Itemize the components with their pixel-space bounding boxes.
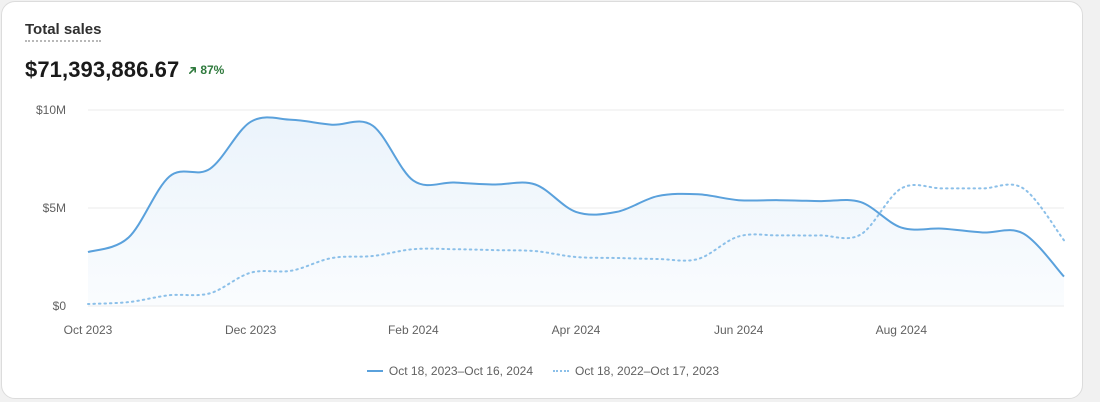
legend-item-previous[interactable]: Oct 18, 2022–Oct 17, 2023	[553, 364, 719, 378]
y-tick-label-1: $5M	[43, 201, 66, 215]
x-tick-label-1: Dec 2023	[225, 323, 277, 337]
card-title[interactable]: Total sales	[25, 22, 102, 42]
x-tick-label-2: Feb 2024	[388, 323, 439, 337]
x-tick-label-3: Apr 2024	[552, 323, 601, 337]
change-badge: 87%	[188, 63, 224, 77]
legend-item-current[interactable]: Oct 18, 2023–Oct 16, 2024	[366, 364, 533, 378]
total-sales-value: $71,393,886.67	[25, 57, 180, 82]
arrow-up-right-icon	[189, 66, 197, 74]
y-tick-label-2: $10M	[36, 103, 66, 117]
total-sales-card: Total sales $71,393,886.67 87% $0 $5M $10M…	[1, 1, 1083, 399]
change-percent: 87%	[200, 63, 225, 77]
total-row: $71,393,886.67 87%	[25, 57, 224, 83]
legend-label-previous: Oct 18, 2022–Oct 17, 2023	[575, 364, 720, 378]
line-previous-period	[87, 183, 1065, 305]
line-current-period	[87, 116, 1065, 278]
y-tick-label-0: $0	[53, 299, 67, 313]
x-tick-label-4: Jun 2024	[714, 323, 764, 337]
legend-swatch-solid	[366, 370, 383, 372]
legend-swatch-dotted	[553, 370, 569, 372]
sales-chart[interactable]: $0 $5M $10M Oct 2023 Dec 2023 Feb 2024 Apr 202…	[2, 2, 1083, 362]
legend-label-current: Oct 18, 2023–Oct 16, 2024	[388, 364, 533, 378]
x-tick-label-5: Aug 2024	[876, 323, 928, 337]
legend: Oct 18, 2023–Oct 16, 2024 Oct 18, 2022–O…	[2, 364, 1082, 378]
area-current-period	[88, 117, 1064, 306]
x-tick-label-0: Oct 2023	[64, 323, 113, 337]
